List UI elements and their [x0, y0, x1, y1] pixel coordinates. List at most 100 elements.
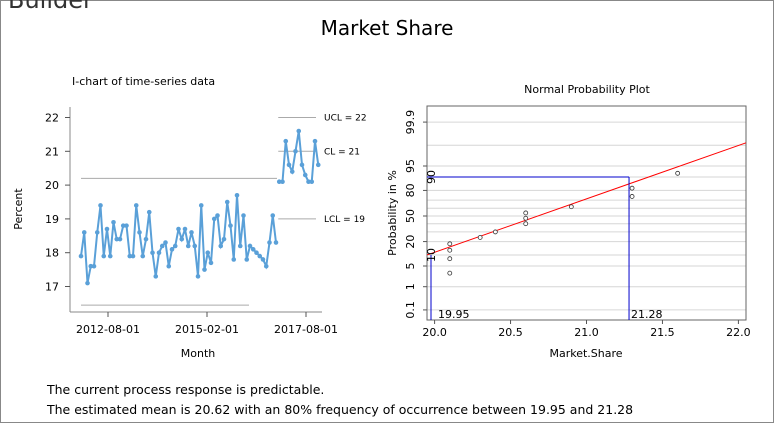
npp-point	[492, 229, 498, 235]
ichart-point	[286, 162, 292, 168]
npp-x-tick-label: 20.5	[498, 326, 523, 339]
ichart-point	[120, 223, 126, 228]
npp-x-tick-label: 21.5	[650, 326, 675, 339]
npp-x-tick-label: 22.0	[726, 326, 751, 339]
process-statement: The current process response is predicta…	[47, 382, 325, 397]
ichart-point	[221, 236, 227, 242]
ichart-point	[159, 243, 165, 249]
ichart-point	[234, 192, 240, 198]
ichart-point	[257, 253, 263, 259]
ichart-point	[309, 179, 315, 185]
npp-point	[477, 235, 483, 240]
npp-y-label: Probability in %	[386, 170, 399, 256]
npp-y-tick-label: 50	[404, 209, 417, 223]
ichart-point	[78, 253, 84, 259]
ichart-lcl-label: LCL = 19	[324, 215, 365, 225]
ichart-point	[146, 209, 152, 215]
ichart-point	[299, 162, 305, 168]
ichart-point	[247, 243, 253, 249]
ichart-x-tick-label: 2017-08-01	[274, 323, 338, 336]
ichart-x-tick-label: 2015-02-01	[175, 323, 239, 336]
ichart-point	[153, 274, 159, 279]
npp-point	[447, 270, 453, 276]
npp-y-tick-label: 1	[404, 283, 417, 290]
npp-x-tick-label: 20.0	[422, 326, 447, 339]
npp-fit-line	[426, 142, 747, 256]
npp-upper-value-label: 21.28	[631, 308, 663, 321]
ichart-point	[283, 138, 289, 144]
ichart-point	[302, 172, 308, 178]
ichart-point	[224, 199, 230, 205]
mean-statement: The estimated mean is 20.62 with an 80% …	[47, 402, 634, 417]
ichart-point	[250, 247, 256, 252]
ichart-point	[91, 263, 97, 269]
npp-point	[568, 204, 574, 210]
ichart-point	[195, 274, 201, 279]
ichart-cl-label: CL = 21	[324, 147, 360, 157]
ichart-y-tick-label: 20	[45, 179, 59, 192]
npp-point	[629, 185, 635, 191]
ichart-x-label: Month	[181, 347, 216, 360]
ichart-point	[124, 223, 129, 228]
ichart-point	[107, 253, 113, 259]
ichart-point	[98, 203, 103, 208]
ichart-point	[208, 260, 214, 266]
npp-lower-value-label: 19.95	[438, 308, 470, 321]
ichart-point	[176, 226, 181, 232]
npp-point	[523, 215, 529, 221]
ichart-ucl-label: UCL = 22	[324, 114, 367, 124]
ichart-point	[104, 226, 110, 232]
ichart-point	[267, 240, 272, 245]
ichart-point	[306, 179, 311, 185]
ichart-point	[315, 162, 321, 168]
ichart-point	[111, 219, 116, 225]
page-title: Market Share	[320, 16, 454, 40]
npp-plot-frame	[426, 105, 747, 321]
ichart-y-tick-label: 17	[45, 281, 59, 294]
ichart-point	[218, 243, 224, 249]
ichart-y-tick-label: 21	[45, 145, 59, 158]
npp-point	[523, 210, 529, 216]
ichart-point	[143, 236, 149, 242]
ichart-point	[179, 236, 185, 242]
ichart-point	[289, 169, 295, 174]
ichart-point	[156, 250, 162, 255]
ichart-point	[270, 213, 276, 218]
npp-y-tick-label: 99.9	[404, 110, 417, 135]
npp-x-label: Market.Share	[549, 347, 622, 360]
ichart-point	[202, 267, 207, 272]
ichart-point	[192, 243, 198, 249]
ichart-y-label: Percent	[12, 188, 25, 230]
ichart-point	[244, 257, 250, 262]
ichart-point	[130, 253, 136, 259]
ichart-point	[237, 243, 243, 249]
ichart-point	[137, 230, 142, 235]
ichart-point	[133, 203, 139, 208]
npp-point	[629, 194, 635, 199]
npp-y-tick-label: 20	[404, 235, 417, 249]
ichart-point	[81, 230, 87, 235]
npp-point	[523, 221, 529, 227]
npp-point	[447, 256, 453, 262]
npp-x-tick-label: 21.0	[574, 326, 599, 339]
ichart-point	[88, 263, 94, 269]
npp-title: Normal Probability Plot	[524, 83, 650, 96]
ichart-y-tick-label: 18	[45, 247, 59, 260]
ichart-point	[185, 243, 191, 249]
ichart-point	[205, 250, 211, 255]
ichart-point	[273, 240, 279, 245]
npp-lower-prob-label: 10	[425, 248, 438, 262]
ichart-point	[114, 236, 120, 242]
npp-point	[447, 241, 453, 247]
ichart-point	[182, 226, 188, 232]
ichart-point	[94, 230, 100, 235]
ichart-point	[198, 203, 204, 208]
ichart-point	[211, 216, 217, 222]
npp-y-tick-label: 95	[404, 159, 417, 173]
app-title: Builder	[8, 0, 93, 14]
ichart-point	[215, 213, 220, 218]
ichart-point	[254, 250, 259, 255]
ichart-point	[263, 263, 269, 269]
